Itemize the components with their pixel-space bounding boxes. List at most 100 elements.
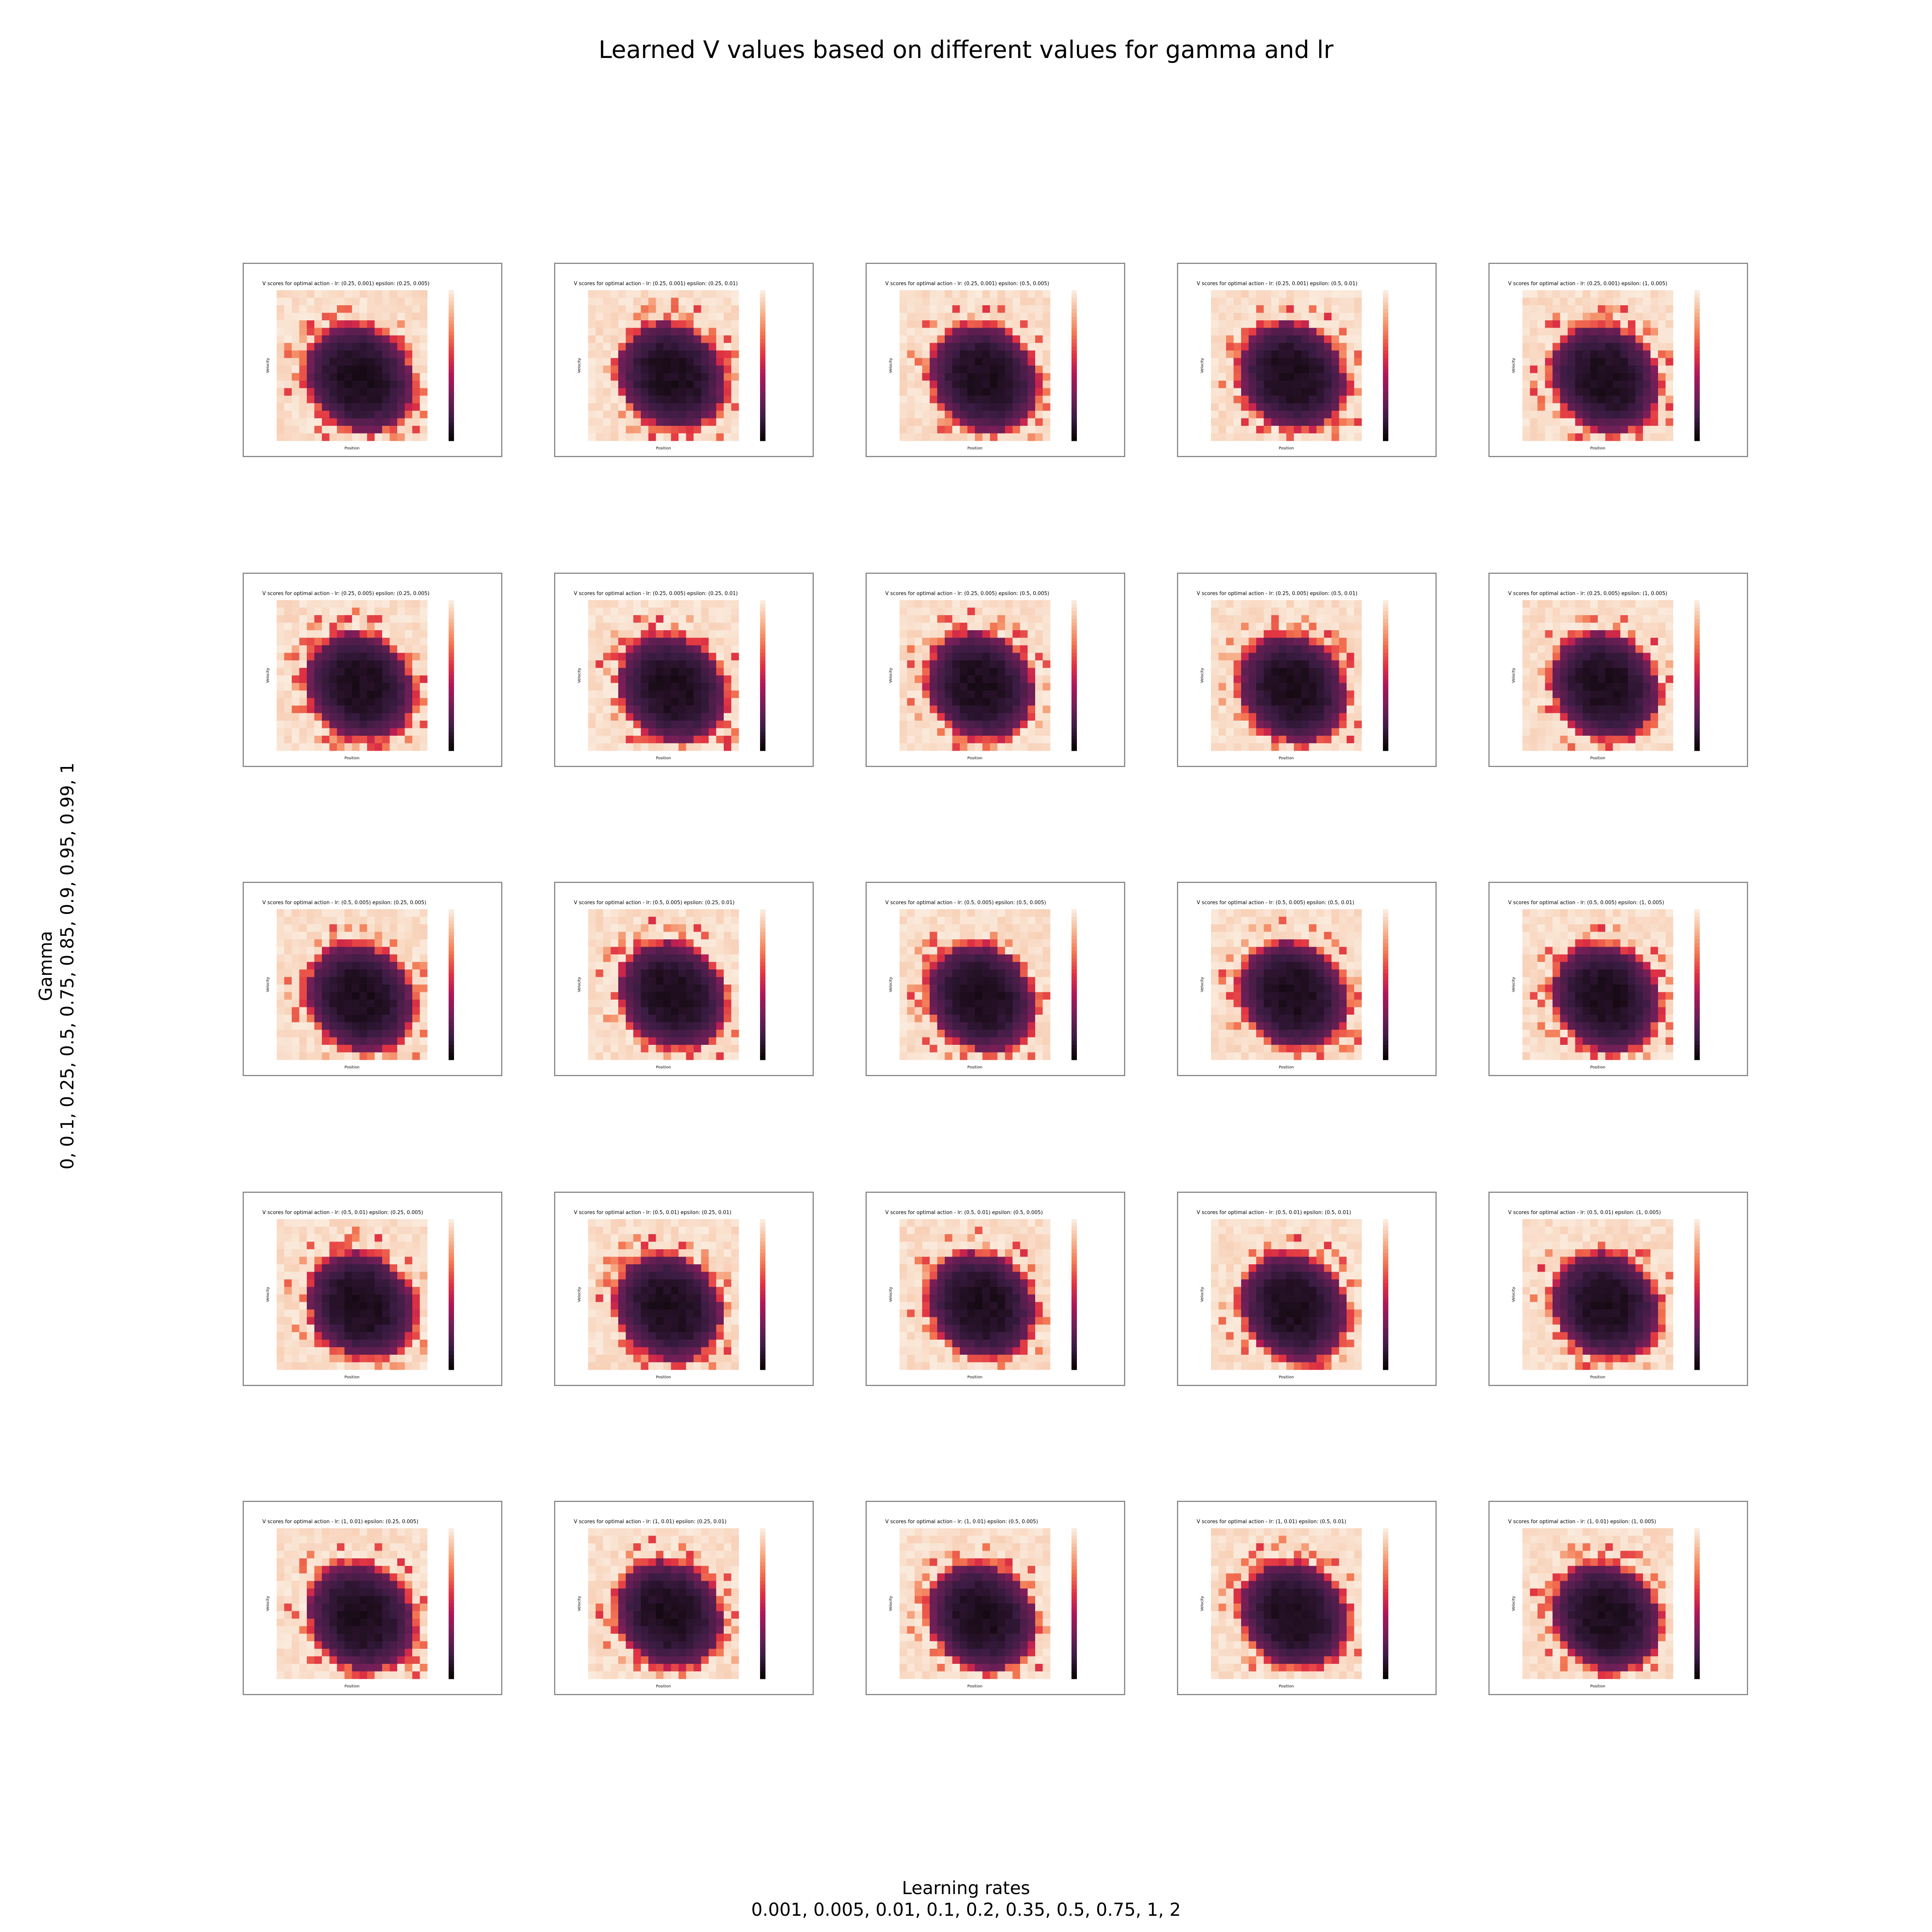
colorbar-segment [1383, 411, 1388, 415]
heatmap-cell [1643, 396, 1651, 403]
heatmap-cell [397, 305, 405, 313]
heatmap-cell [1226, 645, 1234, 653]
heatmap-cell [412, 1007, 420, 1015]
colorbar-segment [449, 615, 454, 619]
heatmap-cell [1575, 660, 1583, 668]
heatmap-cell [618, 388, 626, 396]
heatmap-cell [716, 645, 724, 653]
heatmap-cell [603, 622, 611, 631]
heatmap-cell [641, 924, 649, 932]
heatmap-cell [626, 622, 634, 631]
heatmap-cell [292, 909, 299, 917]
heatmap-cell [1339, 622, 1347, 631]
heatmap-cell [1043, 305, 1051, 313]
heatmap-cell [359, 939, 367, 947]
heatmap-cell [412, 403, 420, 411]
heatmap-cell [967, 645, 975, 653]
heatmap-cell [945, 668, 952, 676]
heatmap-cell [945, 638, 952, 646]
heatmap-cell [1628, 645, 1636, 653]
heatmap-cell [337, 343, 345, 351]
heatmap-cell [1560, 335, 1568, 343]
heatmap-cell [1545, 660, 1553, 668]
heatmap-cell [412, 947, 420, 955]
colorbar-segment [1071, 739, 1077, 743]
heatmap-cell [1522, 290, 1530, 298]
colorbar-segment [449, 717, 454, 721]
heatmap-cell [359, 381, 367, 388]
heatmap-cell [1005, 698, 1013, 706]
heatmap-cell [292, 645, 299, 653]
heatmap-cell [397, 615, 405, 623]
heatmap-cell [709, 290, 716, 298]
heatmap-cell [1233, 713, 1242, 721]
heatmap-cell [292, 713, 299, 721]
heatmap-cell [1613, 320, 1621, 328]
heatmap-cell [1043, 343, 1051, 351]
heatmap-cell [641, 622, 649, 631]
colorbar-segment [760, 604, 765, 608]
heatmap-cell [1301, 418, 1309, 426]
heatmap-cell [299, 350, 307, 358]
heatmap-cell [1264, 638, 1272, 646]
colorbar-segment [1694, 298, 1700, 302]
heatmap-cell [648, 924, 656, 932]
heatmap-cell [314, 917, 322, 925]
colorbar-segment [1694, 743, 1700, 747]
heatmap-cell [1530, 366, 1538, 373]
heatmap-cell [694, 388, 701, 396]
heatmap-cell [412, 698, 420, 706]
heatmap-cell [412, 985, 420, 992]
colorbar-segment [1694, 611, 1700, 616]
heatmap-cell [389, 373, 398, 381]
heatmap-cell [694, 403, 701, 411]
heatmap-cell [701, 433, 709, 441]
heatmap-cell [1537, 743, 1545, 751]
heatmap-cell [686, 373, 694, 381]
heatmap-cell [277, 403, 284, 411]
heatmap-cell [1286, 728, 1294, 736]
heatmap-cell [595, 924, 604, 932]
heatmap-cell [397, 743, 405, 751]
heatmap-cell [322, 615, 330, 623]
heatmap-cell [329, 600, 337, 608]
heatmap-cell [731, 622, 739, 631]
heatmap-cell [389, 690, 398, 698]
heatmap-cell [344, 909, 352, 917]
heatmap-cell [975, 396, 983, 403]
heatmap-cell [344, 350, 352, 358]
heatmap-cell [922, 630, 930, 638]
colorbar-segment [449, 935, 454, 940]
colorbar-segment [449, 1041, 454, 1045]
heatmap-cell [1347, 290, 1354, 298]
heatmap-cell [1256, 638, 1264, 646]
heatmap-cell [952, 600, 960, 608]
heatmap-cell [618, 917, 626, 925]
heatmap-cell [588, 290, 596, 298]
heatmap-cell [292, 690, 299, 698]
heatmap-cell [1665, 668, 1673, 676]
heatmap-cell [671, 313, 679, 321]
heatmap-cell [292, 743, 299, 751]
heatmap-cell [314, 607, 322, 616]
heatmap-cell [367, 660, 375, 668]
heatmap-cell [374, 396, 383, 403]
heatmap-cell [1211, 335, 1219, 343]
colorbar-segment [449, 917, 454, 921]
heatmap-cell [1545, 305, 1553, 313]
heatmap-cell [663, 373, 671, 381]
heatmap-cell [663, 343, 671, 351]
colorbar-segment [760, 743, 765, 747]
heatmap-cell [1226, 433, 1234, 441]
heatmap-cell [352, 1000, 360, 1007]
heatmap-cell [626, 690, 634, 698]
colorbar-segment [760, 713, 765, 717]
heatmap-cell [731, 366, 739, 373]
heatmap-cell [724, 924, 731, 932]
colorbar-segment [1694, 615, 1700, 619]
heatmap-cell [907, 600, 915, 608]
heatmap-cell [1522, 690, 1530, 698]
subplot-title: V scores for optimal action - lr: (0.25,… [574, 281, 738, 287]
heatmap-cell [937, 388, 945, 396]
heatmap-cell [982, 728, 990, 736]
